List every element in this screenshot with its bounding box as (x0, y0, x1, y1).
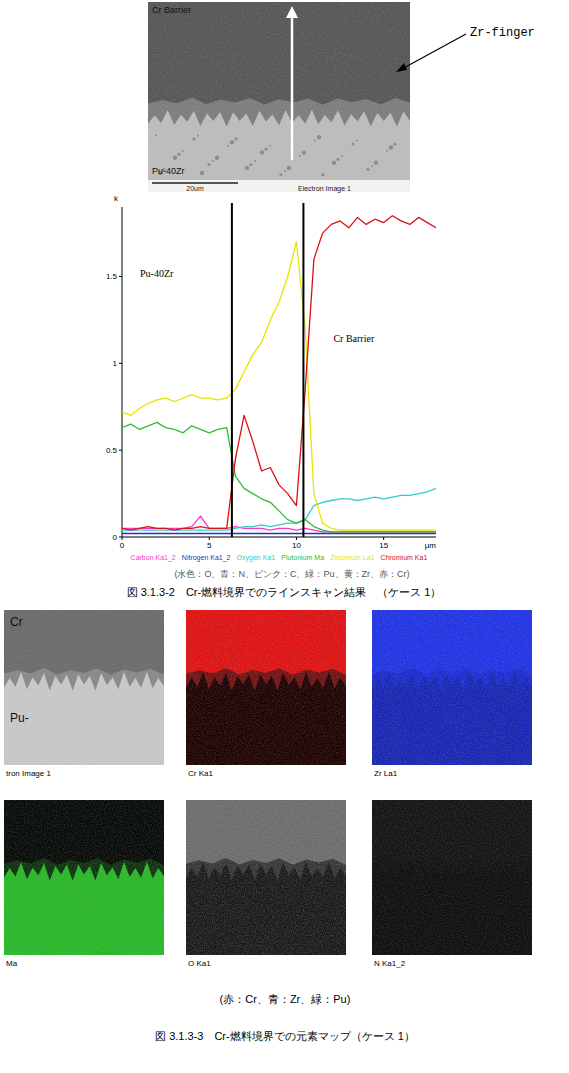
element-map: Zr La1 (372, 610, 532, 778)
legend-entry: Zirconium La1 (330, 554, 374, 561)
map-region-label: Cr (10, 615, 23, 629)
map-grain (186, 800, 346, 955)
x-tick (209, 537, 210, 540)
page: Cr Barrier Pu-40Zr 20um Electron Image 1 Zr-… (0, 0, 569, 1073)
annotation-arrow (400, 34, 466, 70)
map-image (372, 800, 532, 955)
scale-bar (152, 182, 238, 184)
plot-area (122, 216, 436, 534)
y-tick-label: 0.5 (106, 446, 118, 455)
region-label: Cr Barrier (333, 333, 374, 344)
series-line (122, 216, 436, 530)
map-grain (372, 610, 532, 765)
scan-arrow-head (286, 6, 298, 18)
x-axis-title: μm (425, 541, 437, 550)
y-tick-label: 1 (113, 359, 118, 368)
legend-entry: Carbon Ka1_2 (131, 554, 176, 562)
map-label: O Ka1 (188, 959, 211, 968)
map-label: N Ka1_2 (374, 959, 406, 968)
series-line (122, 422, 436, 531)
legend: Carbon Ka1_2 Nitrogen Ka1_2 Oxygen Ka1 Plut… (131, 554, 428, 562)
annotation: Zr-finger (470, 26, 535, 40)
y-axis-title: k (114, 194, 119, 203)
series-line (122, 242, 436, 530)
fuel-region (148, 2, 410, 180)
map-fuel (372, 800, 532, 955)
element-map: Cr Ka1 (186, 610, 346, 778)
map-grain (186, 610, 346, 765)
scan-arrow (291, 14, 294, 160)
figure-caption: 図 3.1.3-3 Cr-燃料境界での元素マップ（ケース 1） (155, 1030, 415, 1042)
map-label: Ma (6, 959, 18, 968)
color-key: (赤：Cr、青：Zr、緑：Pu) (220, 993, 351, 1005)
map-region-label: Pu- (10, 711, 29, 725)
element-map: Ma (4, 800, 164, 968)
map-fuel (186, 610, 346, 765)
map-image (186, 800, 346, 955)
element-map: N Ka1_2 (372, 800, 532, 968)
series-line (122, 533, 436, 534)
annotation-arrow-head (396, 63, 407, 72)
region-label: Pu-40Zr (140, 268, 174, 279)
figure-caption: 図 3.1.3-2 Cr-燃料境界でのラインスキャン結果 （ケース 1） (127, 586, 442, 598)
sem-image: Cr Barrier Pu-40Zr 20um Electron Image 1 (148, 2, 410, 193)
map-label: Cr Ka1 (188, 769, 213, 778)
y-tick (119, 450, 122, 451)
element-map: Cr Pu-tron Image 1 (4, 610, 164, 778)
map-image (372, 610, 532, 765)
legend-entry: Oxygen Ka1 (237, 554, 276, 562)
image-label: Electron Image 1 (298, 185, 351, 193)
scale-bar-label: 20um (186, 185, 204, 192)
map-fuel (4, 800, 164, 955)
y-tick (119, 363, 122, 364)
map-image (4, 800, 164, 955)
map-grain (4, 800, 164, 955)
element-map: O Ka1 (186, 800, 346, 968)
y-tick (119, 276, 122, 277)
x-axis (122, 537, 436, 538)
grain (148, 2, 410, 180)
map-image (186, 610, 346, 765)
map-fuel (372, 610, 532, 765)
region-label: Pu-40Zr (152, 166, 185, 176)
series-line (122, 488, 436, 530)
x-tick-label: 10 (292, 541, 301, 550)
y-tick-label: 0 (113, 533, 118, 542)
legend-entry: Chromium Ka1 (381, 554, 428, 561)
color-key: (水色：O、青：N、ピンク：C、緑：Pu、黄：Zr、赤：Cr) (175, 569, 410, 579)
legend-entry: Nitrogen Ka1_2 (182, 554, 231, 562)
x-tick (296, 537, 297, 540)
x-tick (383, 537, 384, 540)
region-boundary (231, 203, 233, 537)
x-tick (122, 537, 123, 540)
map-label: tron Image 1 (6, 769, 51, 778)
map-fuel (186, 800, 346, 955)
map-label: Zr La1 (374, 769, 398, 778)
legend-entry: Plutonium Ma (281, 554, 324, 561)
x-tick-label: 0 (120, 541, 125, 550)
y-axis (122, 207, 123, 537)
region-label: Cr Barrier (152, 5, 191, 15)
x-tick-label: 15 (379, 541, 388, 550)
map-image (4, 610, 164, 765)
map-fuel (4, 610, 164, 765)
y-tick-label: 1.5 (106, 272, 118, 281)
region-boundary (302, 203, 304, 537)
line-chart: k 0 0.5 1 1.5 0 5 10 15 μm Pu-40Zr Cr Barrier Carbon… (106, 194, 436, 562)
x-tick-label: 5 (207, 541, 212, 550)
map-grain (372, 800, 532, 955)
map-grain (4, 610, 164, 765)
info-strip (148, 180, 410, 192)
